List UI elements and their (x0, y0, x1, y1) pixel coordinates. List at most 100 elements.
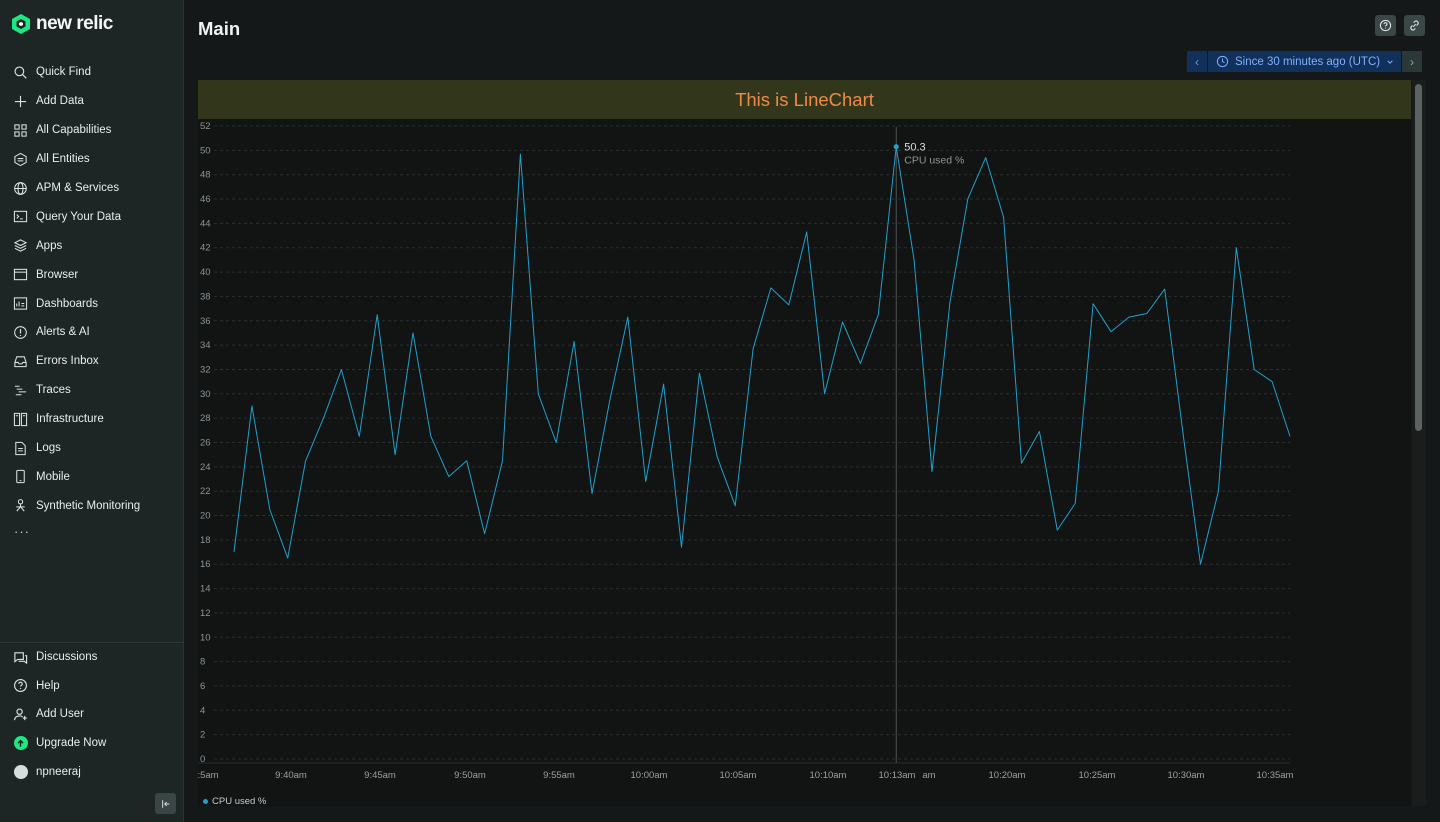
y-tick-label: 22 (200, 486, 211, 497)
nav-item-apm-services[interactable]: APM & Services (0, 174, 184, 203)
nav-label: Traces (36, 384, 71, 397)
y-tick-label: 42 (200, 243, 211, 254)
nav-label: Query Your Data (36, 210, 122, 223)
traces-icon (13, 383, 28, 398)
chevron-right-icon: › (1410, 54, 1414, 69)
nav-item-discussions[interactable]: Discussions (0, 643, 184, 672)
help-icon (1379, 19, 1392, 32)
y-tick-label: 4 (200, 705, 205, 716)
nav-item-apps[interactable]: Apps (0, 231, 184, 260)
y-tick-label: 10 (200, 632, 211, 643)
collapse-sidebar-button[interactable] (155, 793, 176, 814)
time-previous-button[interactable]: ‹ (1187, 51, 1207, 72)
search-icon (13, 65, 28, 80)
nav-item-logs[interactable]: Logs (0, 434, 184, 463)
page-title: Main (198, 18, 241, 39)
y-tick-label: 24 (200, 462, 211, 473)
nav-label: Errors Inbox (36, 355, 99, 368)
nav-item-all-capabilities[interactable]: All Capabilities (0, 116, 184, 145)
nav-item-all-entities[interactable]: All Entities (0, 145, 184, 174)
nav-item-mobile[interactable]: Mobile (0, 462, 184, 491)
globe-icon (13, 181, 28, 196)
x-tick-label: 10:30am (1168, 770, 1205, 781)
nav-label: Upgrade Now (36, 737, 107, 750)
time-range-selector[interactable]: Since 30 minutes ago (UTC) (1208, 51, 1401, 72)
nav-item-browser[interactable]: Browser (0, 260, 184, 289)
nav-item-dashboards[interactable]: Dashboards (0, 289, 184, 318)
y-tick-label: 8 (200, 657, 205, 668)
tooltip-value: 50.3 (904, 142, 925, 154)
y-tick-label: 30 (200, 389, 211, 400)
nav-label: Alerts & AI (36, 326, 90, 339)
chevron-left-icon: ‹ (1195, 54, 1199, 69)
nav-label: Infrastructure (36, 413, 104, 426)
nav-item-add-user[interactable]: Add User (0, 700, 184, 729)
brand-name: new relic (36, 13, 113, 34)
synthetic-icon (13, 498, 28, 513)
widget-scrollbar[interactable] (1412, 80, 1426, 806)
y-tick-label: 6 (200, 681, 205, 692)
nav-item-traces[interactable]: Traces (0, 376, 184, 405)
nav-item-help[interactable]: Help (0, 672, 184, 701)
hover-point[interactable] (893, 144, 899, 150)
nav-label: Help (36, 679, 60, 692)
y-tick-label: 52 (200, 121, 211, 132)
alert-icon (13, 325, 28, 340)
link-icon (1410, 20, 1419, 31)
time-next-button[interactable]: › (1402, 51, 1422, 72)
sidebar: new relic Quick Find Add Data All Capabili… (0, 0, 184, 822)
help-icon (13, 678, 28, 693)
nav-item-infrastructure[interactable]: Infrastructure (0, 405, 184, 434)
infrastructure-icon (13, 412, 28, 427)
x-tick-label: 10:00am (631, 770, 668, 781)
nav-item-add-data[interactable]: Add Data (0, 87, 184, 116)
nav-label: Apps (36, 239, 63, 252)
y-tick-label: 48 (200, 170, 211, 181)
nav-item-errors-inbox[interactable]: Errors Inbox (0, 347, 184, 376)
nav-label: Mobile (36, 470, 70, 483)
layers-icon (13, 238, 28, 253)
nav-item-synthetic-monitoring[interactable]: Synthetic Monitoring (0, 491, 184, 520)
nav-label: Quick Find (36, 66, 91, 79)
new-relic-logo-icon (12, 14, 30, 34)
avatar (13, 764, 28, 779)
nav-item-user-profile[interactable]: npneeraj (0, 757, 184, 786)
legend-color-dot (203, 799, 208, 804)
bottom-nav: Discussions Help Add User Upgrade Now np… (0, 642, 184, 786)
chart-legend[interactable]: CPU used % (203, 796, 266, 807)
chat-icon (13, 650, 28, 665)
brand-logo[interactable]: new relic (11, 13, 113, 35)
x-tick-label: 10:20am (989, 770, 1026, 781)
series-line-cpu-used[interactable] (233, 146, 1291, 565)
browser-icon (13, 267, 28, 282)
dashboard-icon (13, 296, 28, 311)
grid-icon (13, 123, 28, 138)
copy-link-button[interactable] (1404, 15, 1425, 36)
x-tick-label: 9:55am (543, 770, 575, 781)
line-chart[interactable]: 0246810121416182022242628303234363840424… (198, 119, 1411, 795)
y-tick-label: 12 (200, 608, 211, 619)
nav-label: Logs (36, 442, 61, 455)
nav-item-quick-find[interactable]: Quick Find (0, 58, 184, 87)
x-tick-label: 10:10am (810, 770, 847, 781)
logs-icon (13, 441, 28, 456)
nav-item-upgrade-now[interactable]: Upgrade Now (0, 729, 184, 758)
y-tick-label: 20 (200, 511, 211, 522)
nav-label: Dashboards (36, 297, 99, 310)
x-tick-label: 9:50am (454, 770, 486, 781)
chevron-down-icon (1387, 59, 1393, 64)
y-tick-label: 26 (200, 438, 211, 449)
x-tick-label: 10:25am (1079, 770, 1116, 781)
entities-icon (13, 152, 28, 167)
nav-label: Browser (36, 268, 79, 281)
y-tick-label: 18 (200, 535, 211, 546)
y-tick-label: 46 (200, 194, 211, 205)
x-tick-label: 10:35am (1257, 770, 1294, 781)
nav-item-alerts-ai[interactable]: Alerts & AI (0, 318, 184, 347)
help-button[interactable] (1375, 15, 1396, 36)
clock-icon (1216, 55, 1229, 68)
nav-item-query-your-data[interactable]: Query Your Data (0, 202, 184, 231)
scrollbar-thumb[interactable] (1415, 84, 1422, 431)
time-picker: ‹ Since 30 minutes ago (UTC) › (1187, 51, 1422, 72)
more-nav-button[interactable]: ··· (14, 524, 30, 539)
